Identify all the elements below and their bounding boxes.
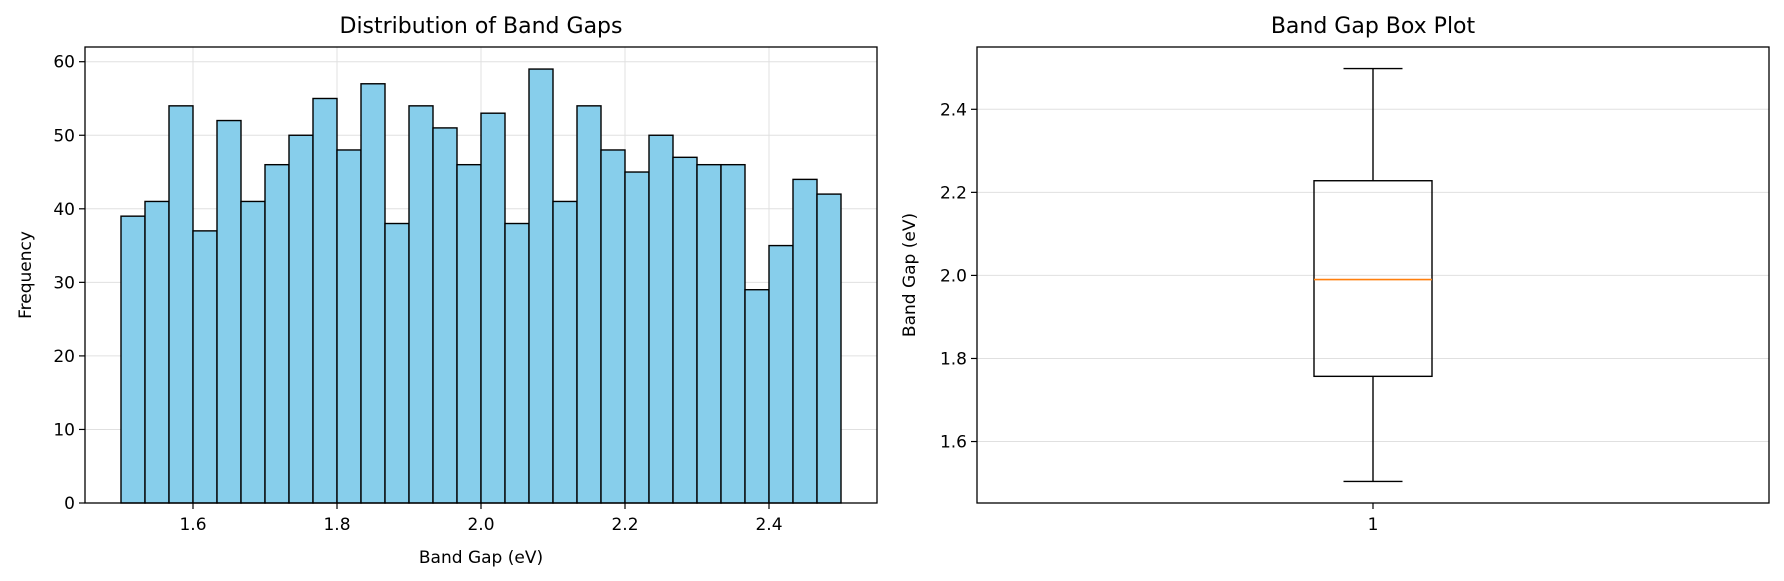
histogram-bar: [432, 127, 458, 504]
boxplot-y-tick-label: 1.6: [940, 433, 967, 453]
histogram-y-tick-label: 50: [53, 126, 75, 146]
histogram-bar: [792, 178, 818, 504]
histogram-bar: [624, 171, 650, 504]
histogram-bar: [768, 244, 794, 504]
histogram-x-tick-label: 2.2: [611, 515, 638, 535]
histogram-bar: [312, 97, 338, 504]
histogram-bar: [600, 149, 626, 504]
histogram-bar: [168, 105, 194, 504]
boxplot-y-tick-label: 2.4: [940, 100, 967, 120]
histogram-bar: [720, 163, 746, 504]
boxplot-panel: 1 1.6 1.8 2.0 2.2 2.4 Band Gap Box Plot Band…: [900, 14, 1770, 535]
histogram-bar: [552, 200, 578, 504]
boxplot-y-tick-label: 2.2: [940, 183, 967, 203]
histogram-bar: [360, 83, 386, 504]
boxplot-x-tick-label: 1: [1368, 515, 1379, 535]
histogram-bar: [240, 200, 266, 504]
histogram-bar: [480, 112, 506, 504]
histogram-bar: [816, 193, 842, 504]
histogram-bars: [120, 68, 842, 504]
histogram-bar: [384, 222, 410, 504]
histogram-x-axis-label: Band Gap (eV): [419, 548, 543, 568]
histogram-y-tick-label: 60: [53, 53, 75, 73]
histogram-x-tick-label: 1.6: [179, 515, 206, 535]
histogram-panel: 1.6 1.8 2.0 2.2 2.4 0 10 20 30 40 50 60 Distributi…: [16, 14, 878, 568]
boxplot-grid: [977, 108, 1769, 443]
histogram-x-tick-label: 1.8: [323, 515, 350, 535]
histogram-bar: [408, 105, 434, 504]
histogram-y-tick-label: 30: [53, 273, 75, 293]
histogram-bar: [336, 149, 362, 504]
boxplot-marks: [1313, 67, 1433, 483]
histogram-y-tick-label: 20: [53, 347, 75, 367]
boxplot-x-ticks: 1: [1368, 503, 1379, 535]
histogram-bar: [216, 119, 242, 504]
histogram-x-tick-label: 2.4: [755, 515, 782, 535]
boxplot-y-ticks: 1.6 1.8 2.0 2.2 2.4: [940, 100, 977, 453]
histogram-bar: [456, 163, 482, 504]
histogram-bar: [648, 134, 674, 504]
boxplot-box: [1313, 180, 1433, 378]
histogram-bar: [744, 289, 770, 504]
histogram-y-tick-label: 0: [64, 494, 75, 514]
histogram-bar: [144, 200, 170, 504]
histogram-bar: [264, 163, 290, 504]
histogram-y-ticks: 0 10 20 30 40 50 60: [53, 53, 85, 514]
histogram-bar: [696, 163, 722, 504]
histogram-bar: [576, 105, 602, 504]
histogram-title: Distribution of Band Gaps: [340, 14, 623, 39]
histogram-y-axis-label: Frequency: [16, 231, 36, 319]
histogram-bar: [120, 215, 146, 504]
histogram-bar: [672, 156, 698, 504]
boxplot-y-tick-label: 2.0: [940, 266, 967, 286]
boxplot-y-axis-label: Band Gap (eV): [900, 213, 920, 337]
histogram-y-tick-label: 10: [53, 420, 75, 440]
boxplot-y-tick-label: 1.8: [940, 349, 967, 369]
histogram-y-tick-label: 40: [53, 200, 75, 220]
histogram-x-tick-label: 2.0: [467, 515, 494, 535]
boxplot-title: Band Gap Box Plot: [1271, 14, 1476, 39]
histogram-x-ticks: 1.6 1.8 2.0 2.2 2.4: [179, 503, 783, 535]
histogram-bar: [504, 222, 530, 504]
histogram-bar: [192, 230, 218, 504]
histogram-bar: [528, 68, 554, 504]
histogram-bar: [288, 134, 314, 504]
